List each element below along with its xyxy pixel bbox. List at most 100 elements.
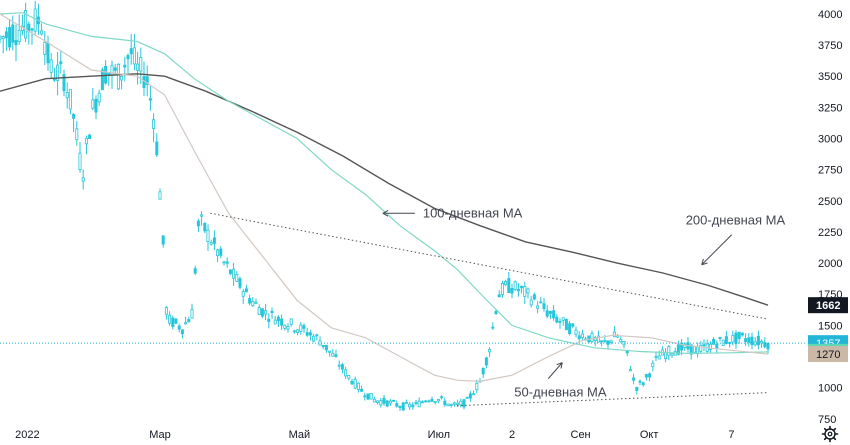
candle — [529, 295, 533, 308]
candle — [142, 61, 146, 97]
candle — [8, 19, 12, 51]
ma-line — [0, 73, 769, 306]
candle — [654, 352, 658, 361]
candle — [280, 314, 284, 330]
candle — [78, 142, 82, 173]
candle — [632, 373, 636, 385]
candle — [49, 52, 53, 80]
candle — [292, 329, 296, 334]
y-tick-label: 4000 — [818, 9, 842, 21]
candle — [408, 402, 412, 410]
candle — [126, 53, 130, 74]
ma-annotation: 100-дневная МА — [423, 205, 523, 220]
y-tick-label: 2500 — [818, 196, 842, 208]
candle — [459, 398, 463, 408]
y-tick-label: 3000 — [818, 134, 842, 146]
candle — [177, 323, 181, 333]
candle — [209, 239, 213, 246]
candle — [590, 330, 594, 343]
candle — [148, 85, 152, 111]
candle — [52, 67, 56, 83]
candle — [59, 50, 63, 74]
candle — [17, 14, 21, 45]
x-tick-label: 7 — [728, 429, 734, 441]
candle — [705, 339, 709, 353]
candle — [46, 35, 50, 71]
candle — [232, 262, 236, 286]
candle — [520, 285, 524, 294]
candle — [395, 400, 399, 408]
candle — [427, 399, 431, 403]
candle — [465, 396, 469, 399]
candle — [539, 296, 543, 304]
candle — [744, 333, 748, 346]
candle — [436, 399, 440, 404]
candle — [161, 235, 165, 248]
y-tick-label: 1000 — [818, 383, 842, 395]
annotation-arrows-layer — [382, 209, 733, 379]
candle — [238, 276, 242, 290]
candle — [200, 211, 204, 226]
candle — [270, 307, 274, 319]
candle — [337, 360, 341, 370]
trendline[interactable] — [210, 212, 769, 320]
candle — [571, 323, 575, 329]
candle — [708, 341, 712, 353]
candle — [216, 248, 220, 263]
candle — [331, 349, 335, 357]
candle — [184, 316, 188, 325]
gear-icon[interactable] — [821, 425, 839, 443]
candle — [244, 284, 248, 293]
candle — [0, 34, 2, 44]
candle — [542, 297, 546, 312]
candle — [120, 75, 124, 90]
annotations-layer: 100-дневная МА 200-дневная МА 50-дневная М… — [423, 205, 786, 399]
x-tick-label: 2 — [509, 429, 515, 441]
candle — [318, 336, 322, 346]
candle — [622, 340, 626, 349]
ma-annotation: 200-дневная МА — [686, 213, 786, 228]
candle — [718, 336, 722, 342]
arrow-icon — [382, 209, 415, 217]
candle — [555, 314, 559, 324]
candle — [398, 405, 402, 411]
candle — [68, 88, 72, 115]
candle — [369, 393, 373, 400]
candle — [187, 316, 191, 323]
candle — [494, 310, 498, 315]
candle — [497, 290, 501, 298]
y-tick-label: 3750 — [818, 40, 842, 52]
price-axis[interactable]: 7501000125015001750200022502500275030003… — [818, 9, 842, 426]
candle — [385, 400, 389, 408]
candle — [1, 35, 5, 54]
candle — [523, 281, 527, 304]
candle — [750, 332, 754, 350]
x-tick-label: Июл — [428, 429, 450, 441]
candle — [260, 308, 264, 319]
candle — [107, 71, 111, 86]
candle — [100, 67, 104, 91]
candle — [174, 318, 178, 325]
trendline[interactable] — [457, 392, 769, 407]
candle — [532, 292, 536, 301]
candle — [683, 342, 687, 351]
candle — [513, 280, 517, 291]
candle — [27, 21, 31, 45]
candle — [500, 280, 504, 298]
candle — [158, 188, 162, 200]
time-axis[interactable]: 2022 Мар Май Июл 2 Сен Окт 7 — [15, 429, 734, 441]
candle — [273, 315, 277, 325]
candle — [113, 63, 117, 76]
candle — [440, 395, 444, 400]
arrow-icon — [701, 234, 733, 266]
candle — [756, 330, 760, 350]
candle — [638, 379, 642, 386]
candle — [443, 397, 447, 407]
candle — [475, 379, 479, 394]
ma-line — [0, 12, 769, 355]
candle — [564, 318, 568, 331]
candle — [136, 51, 140, 85]
candle — [75, 121, 79, 146]
moving-averages-layer — [0, 12, 769, 383]
